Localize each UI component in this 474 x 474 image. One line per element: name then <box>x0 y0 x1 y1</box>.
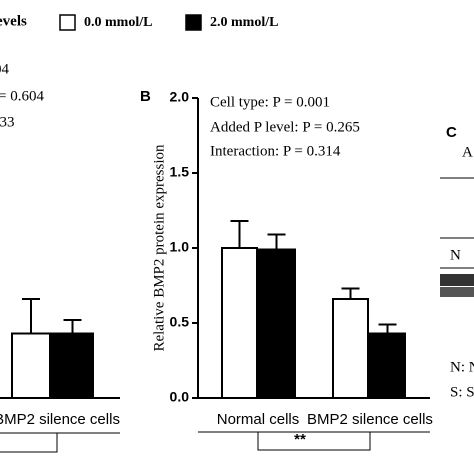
note: S: S <box>450 384 474 400</box>
panel-label: C <box>446 124 457 141</box>
legend-title: evels <box>0 13 27 29</box>
bracket <box>198 431 430 451</box>
x-tick-label: BMP2 silence cells <box>307 411 433 428</box>
bar <box>11 332 51 399</box>
annotation: Cell type: P = 0.001 <box>210 94 330 110</box>
blot-band <box>440 274 474 286</box>
blot-band <box>440 287 474 297</box>
y-tick-label: 2.0 <box>170 89 190 105</box>
blot-header: A <box>462 144 473 160</box>
panel-a-stat: 633 <box>0 114 15 130</box>
x-tick-label: Normal cells <box>217 411 300 428</box>
legend-label: 0.0 mmol/L <box>84 15 152 30</box>
y-axis-label: Relative BMP2 protein expression <box>151 144 167 352</box>
y-tick-label: 1.0 <box>170 239 190 255</box>
legend-label: 2.0 mmol/L <box>210 15 278 30</box>
bracket <box>0 432 120 453</box>
bar <box>51 332 94 399</box>
legend-swatch <box>59 14 76 31</box>
annotation: Interaction: P = 0.314 <box>210 143 341 159</box>
panel-a-stat: = 0.604 <box>0 88 44 104</box>
y-tick-label: 1.5 <box>170 164 190 180</box>
lane-label: N <box>450 247 461 263</box>
panel-label: B <box>140 88 151 105</box>
y-tick-label: 0.5 <box>170 314 190 330</box>
significance: ** <box>294 431 306 448</box>
bar <box>332 298 369 399</box>
panel-a-stat: 04 <box>0 61 10 77</box>
bar <box>221 247 258 399</box>
annotation: Added P level: P = 0.265 <box>210 119 360 135</box>
legend-swatch <box>185 14 202 31</box>
bar <box>257 248 296 399</box>
bar <box>369 332 406 399</box>
y-tick-label: 0.0 <box>170 389 190 405</box>
x-tick-label: BMP2 silence cells <box>0 411 120 428</box>
note: N: N <box>450 359 474 375</box>
